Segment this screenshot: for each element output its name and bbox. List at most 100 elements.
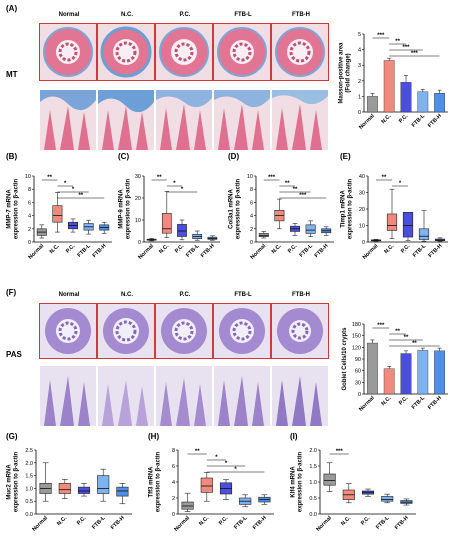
x-tick-label: N.C.: [56, 515, 68, 527]
y-tick-label: 2.5: [25, 448, 33, 454]
y-tick-label: 6: [28, 200, 31, 206]
y-tick-label: 1: [358, 94, 361, 100]
mt-image-ftbh-zoom: [272, 90, 328, 150]
y-tick-label: 4: [172, 480, 175, 486]
significance-stars: **: [157, 175, 162, 181]
y-tick-label: 0: [28, 240, 31, 246]
bar: [400, 82, 412, 113]
mt-image-normal-overview: [39, 23, 97, 81]
x-tick-label-text: P.C.: [174, 243, 186, 255]
y-axis-label-line: MMP-7 mRNA: [7, 189, 13, 229]
group-label-ftbh: FTB-H: [292, 292, 310, 298]
box: [418, 228, 430, 240]
significance-stars: ***: [377, 323, 385, 329]
y-axis-label-line: Muc2 mRNA: [7, 464, 13, 500]
x-tick-label-text: FTB-H: [394, 515, 410, 531]
pas-image-pc-overview: [155, 303, 213, 359]
group-label-ftbl: FTB-L: [234, 12, 252, 18]
y-tick-label: 20: [135, 196, 141, 202]
y-tick-label: 10: [25, 174, 31, 180]
x-tick-label-text: FTB-H: [314, 243, 330, 259]
chart-d: 0 2 4 6 8 10 Col3a1 mRNA expression to β-actin N…: [229, 174, 334, 261]
x-tick-label: FTB-H: [314, 243, 330, 259]
y-tick-label: 6: [250, 200, 253, 206]
chart-i: 0.0 0.5 1.0 1.5 2.0 Klf4 mRNA expression to β-…: [291, 448, 416, 533]
y-axis-label-line: expression to β-actin: [236, 178, 242, 239]
x-tick-label: N.C.: [381, 395, 393, 407]
bar: [366, 342, 378, 395]
y-axis-label-line: expression to β-actin: [126, 178, 132, 239]
y-tick-label: 5: [358, 32, 361, 38]
x-tick-label-text: FTB-L: [411, 395, 427, 411]
box: [381, 496, 394, 502]
x-tick-label-text: N.C.: [198, 515, 210, 527]
y-tick-label: 8: [28, 187, 31, 193]
x-tick-label-text: FTB-L: [185, 243, 201, 259]
box: [177, 224, 187, 237]
y-tick-label: 0.5: [25, 499, 33, 505]
panel-a-row-label: MT: [6, 70, 18, 79]
x-tick-label: Normal: [31, 515, 49, 533]
box: [305, 224, 316, 234]
mt-image-nc-overview: [97, 23, 155, 81]
y-tick-label: 0: [362, 240, 365, 246]
x-tick-label-text: P.C.: [360, 515, 372, 527]
significance-stars: **: [195, 449, 200, 455]
y-tick-label: 4: [358, 48, 361, 54]
x-tick-label-text: P.C.: [398, 113, 410, 125]
significance-stars: *: [72, 187, 75, 193]
bar: [434, 93, 446, 113]
x-tick-label-text: N.C.: [383, 243, 395, 255]
y-tick-label: 20: [359, 207, 365, 213]
significance-stars: ***: [377, 33, 385, 39]
y-tick-label: 4: [28, 214, 31, 220]
significance-stars: *: [399, 181, 402, 187]
y-tick-label: 0: [250, 240, 253, 246]
pas-image-pc-zoom: [156, 366, 212, 426]
x-tick-label: FTB-L: [411, 395, 427, 411]
group-label-nc: N.C.: [121, 292, 133, 298]
chart-h: 0 2 4 6 8 Tff3 mRNA expression to β-actin Norma…: [149, 448, 274, 533]
y-tick-label: 2.0: [309, 448, 317, 454]
x-tick-label-text: FTB-L: [375, 515, 391, 531]
bar: [417, 350, 429, 395]
bar: [417, 91, 429, 113]
significance-stars: ***: [411, 51, 419, 57]
y-axis-label: Col3a1 mRNA expression to β-actin: [229, 178, 242, 239]
significance-stars: **: [285, 181, 290, 187]
x-tick-label-text: N.C.: [381, 395, 393, 407]
panel-f-group-labels: Normal N.C. P.C. FTB-L FTB-H: [40, 292, 330, 302]
y-tick-label: 30: [359, 191, 365, 197]
x-tick-label: P.C.: [76, 515, 88, 527]
mt-image-ftbh-overview: [271, 23, 329, 81]
pas-image-normal-overview: [39, 303, 97, 359]
x-tick-label-text: FTB-L: [233, 515, 249, 531]
x-tick-label: P.C.: [218, 515, 230, 527]
group-label-normal: Normal: [58, 292, 80, 298]
x-tick-label-text: N.C.: [49, 243, 61, 255]
x-tick-label-text: N.C.: [158, 243, 170, 255]
y-axis-label: Goblet Cells/10 crypts: [342, 327, 348, 391]
bar: [366, 96, 378, 113]
significance-stars: ***: [268, 175, 276, 181]
x-tick-label: FTB-H: [394, 515, 410, 531]
y-tick-label: 8: [172, 448, 175, 454]
panel-i-label: (I): [290, 432, 298, 441]
y-axis-label: Masson-positive area (Fold change): [339, 42, 352, 104]
mt-image-normal-zoom: [40, 90, 96, 150]
y-tick-label: 40: [359, 174, 365, 180]
x-tick-label: FTB-L: [91, 515, 107, 531]
x-tick-label: N.C.: [381, 113, 393, 125]
group-label-ftbl: FTB-L: [234, 292, 252, 298]
y-axis-label-line: Goblet Cells/10 crypts: [342, 327, 348, 391]
x-tick-label: P.C.: [400, 243, 412, 255]
bar: [434, 350, 446, 395]
pas-histology-grid: [39, 303, 330, 426]
y-axis-label: MMP-9 mRNA expression to β-actin: [119, 178, 132, 239]
pas-image-ftbh-zoom: [272, 366, 328, 426]
y-tick-label: 1.5: [309, 464, 317, 470]
x-tick-label: P.C.: [174, 243, 186, 255]
pas-image-ftbl-overview: [213, 303, 271, 359]
x-tick-label: N.C.: [49, 243, 61, 255]
